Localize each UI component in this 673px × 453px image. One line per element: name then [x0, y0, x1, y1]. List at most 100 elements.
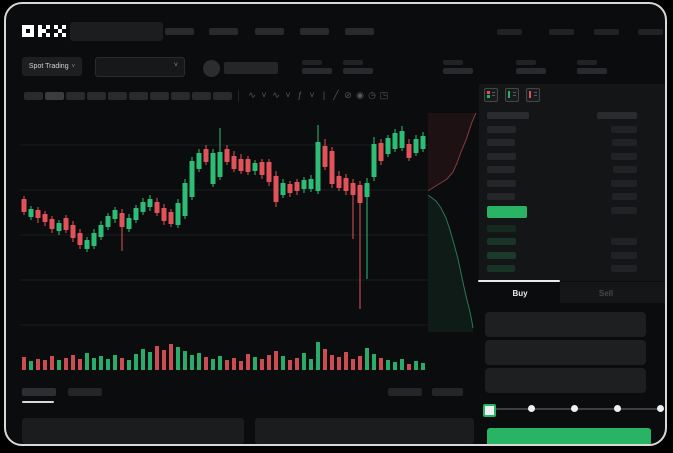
- volume-bar: [330, 355, 334, 370]
- nav-item-5[interactable]: [345, 28, 374, 35]
- okx-logo[interactable]: OKX: [22, 23, 66, 39]
- chevron-down-icon[interactable]: ˅: [285, 90, 291, 100]
- ticker-stat-value-5: [577, 68, 607, 74]
- interval-button-1[interactable]: [24, 92, 43, 100]
- order-book-ask-row[interactable]: [480, 192, 665, 202]
- interval-button-6[interactable]: [129, 92, 148, 100]
- bid-price-bar: [487, 265, 515, 273]
- ask-price-bar: [487, 152, 516, 160]
- market-type-selector[interactable]: Spot Trading ˅: [22, 57, 82, 76]
- volume-bar: [253, 357, 257, 370]
- volume-bar: [127, 360, 131, 370]
- slider-stop-3[interactable]: [613, 405, 621, 412]
- book-asks-icon[interactable]: [526, 88, 540, 102]
- nav-right-item-1[interactable]: [497, 29, 522, 35]
- indicator-icon[interactable]: ƒ: [297, 90, 303, 100]
- candle-body: [147, 199, 153, 207]
- bid-amount-bar: [611, 251, 637, 259]
- nav-item-1[interactable]: [165, 28, 194, 35]
- volume-bar: [379, 358, 383, 370]
- candle-style-icon[interactable]: ∿: [248, 90, 256, 100]
- nav-right-item-2[interactable]: [549, 29, 574, 35]
- order-book-bid-row[interactable]: [480, 264, 665, 274]
- icon-lines: [513, 92, 516, 93]
- candle-body: [322, 146, 328, 167]
- interval-button-8[interactable]: [171, 92, 190, 100]
- candle-body: [420, 136, 426, 149]
- bottom-tab-1[interactable]: [22, 388, 56, 396]
- nav-item-4[interactable]: [300, 28, 329, 35]
- pair-selector[interactable]: ˅: [95, 57, 185, 77]
- ask-amount-bar: [611, 152, 637, 160]
- slider-stop-2[interactable]: [570, 405, 578, 412]
- nav-right-item-3[interactable]: [594, 29, 619, 35]
- volume-bar: [169, 344, 173, 370]
- camera-icon[interactable]: ◉: [356, 90, 364, 100]
- volume-bar: [50, 356, 54, 370]
- interval-button-9[interactable]: [192, 92, 211, 100]
- tab-buy[interactable]: Buy: [480, 284, 560, 302]
- candle-body: [357, 185, 363, 203]
- interval-button-3[interactable]: [66, 92, 85, 100]
- candle-body: [77, 233, 83, 245]
- candle-body: [189, 161, 195, 197]
- order-book-bid-row[interactable]: [480, 251, 665, 261]
- order-book-bid-row[interactable]: [480, 224, 665, 234]
- candle-body: [224, 149, 230, 162]
- tab-sell[interactable]: Sell: [566, 284, 646, 302]
- order-book-ask-row[interactable]: [480, 152, 665, 162]
- icon-lines: [492, 92, 495, 93]
- bottom-action-1[interactable]: [388, 388, 422, 396]
- candle-body: [182, 183, 188, 216]
- slider-stop-4[interactable]: [656, 405, 664, 412]
- book-bids-icon[interactable]: [505, 88, 519, 102]
- volume-bar: [57, 360, 61, 370]
- book-both-icon[interactable]: [484, 88, 498, 102]
- clock-icon[interactable]: ◷: [368, 90, 376, 100]
- buy-submit-button[interactable]: [487, 428, 651, 444]
- trendline-icon[interactable]: ╱: [333, 90, 339, 100]
- toolbar-divider: [238, 90, 239, 102]
- bottom-tab-2[interactable]: [68, 388, 102, 396]
- volume-bar: [421, 363, 425, 370]
- ask-price-bar: [487, 193, 515, 200]
- candle-body: [91, 233, 97, 246]
- interval-button-5[interactable]: [108, 92, 127, 100]
- candle-body: [238, 159, 244, 171]
- order-input-1[interactable]: [485, 312, 646, 337]
- candle-body: [343, 178, 349, 191]
- chevron-down-icon[interactable]: ˅: [261, 90, 267, 100]
- ticker-stat-value-4: [516, 68, 546, 74]
- order-input-2[interactable]: [485, 340, 646, 365]
- order-book-ask-row[interactable]: [480, 179, 665, 189]
- volume-bar: [36, 359, 40, 370]
- interval-button-2[interactable]: [45, 92, 64, 100]
- order-book-bid-row[interactable]: [480, 237, 665, 247]
- overlay-icon[interactable]: ∿: [272, 90, 280, 100]
- volume-bar: [239, 361, 243, 370]
- chevron-down-icon[interactable]: ˅: [309, 90, 315, 100]
- candle-body: [371, 144, 377, 177]
- volume-bar: [267, 355, 271, 370]
- candle-body: [266, 162, 272, 182]
- coin-avatar[interactable]: [203, 60, 220, 77]
- volume-bar: [148, 352, 152, 370]
- bottom-action-2[interactable]: [432, 388, 463, 396]
- magnet-icon[interactable]: ⊘: [344, 90, 352, 100]
- order-input-3[interactable]: [485, 368, 646, 393]
- ticker-stat-label-5: [577, 60, 597, 65]
- slider-handle[interactable]: [483, 404, 496, 417]
- nav-right-item-4[interactable]: [638, 29, 663, 35]
- order-book-ask-row[interactable]: [480, 125, 665, 135]
- order-book-ask-row[interactable]: [480, 138, 665, 148]
- nav-search-input[interactable]: [70, 22, 163, 41]
- interval-button-7[interactable]: [150, 92, 169, 100]
- interval-button-10[interactable]: [213, 92, 232, 100]
- fullscreen-icon[interactable]: ◳: [379, 90, 389, 100]
- nav-item-3[interactable]: [255, 28, 284, 35]
- order-book-ask-row[interactable]: [480, 165, 665, 175]
- slider-stop-1[interactable]: [527, 405, 535, 412]
- interval-button-4[interactable]: [87, 92, 106, 100]
- nav-item-2[interactable]: [209, 28, 238, 35]
- bid-mark: [508, 91, 510, 98]
